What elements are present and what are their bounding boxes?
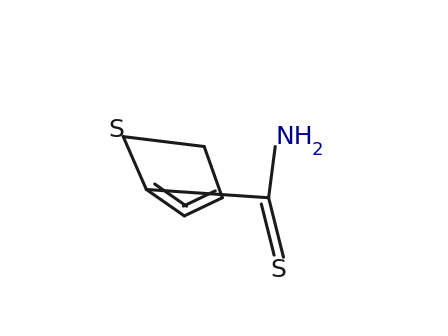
Text: 2: 2	[311, 141, 323, 159]
Text: S: S	[109, 118, 125, 142]
Text: S: S	[271, 258, 286, 283]
Text: NH: NH	[275, 125, 313, 149]
